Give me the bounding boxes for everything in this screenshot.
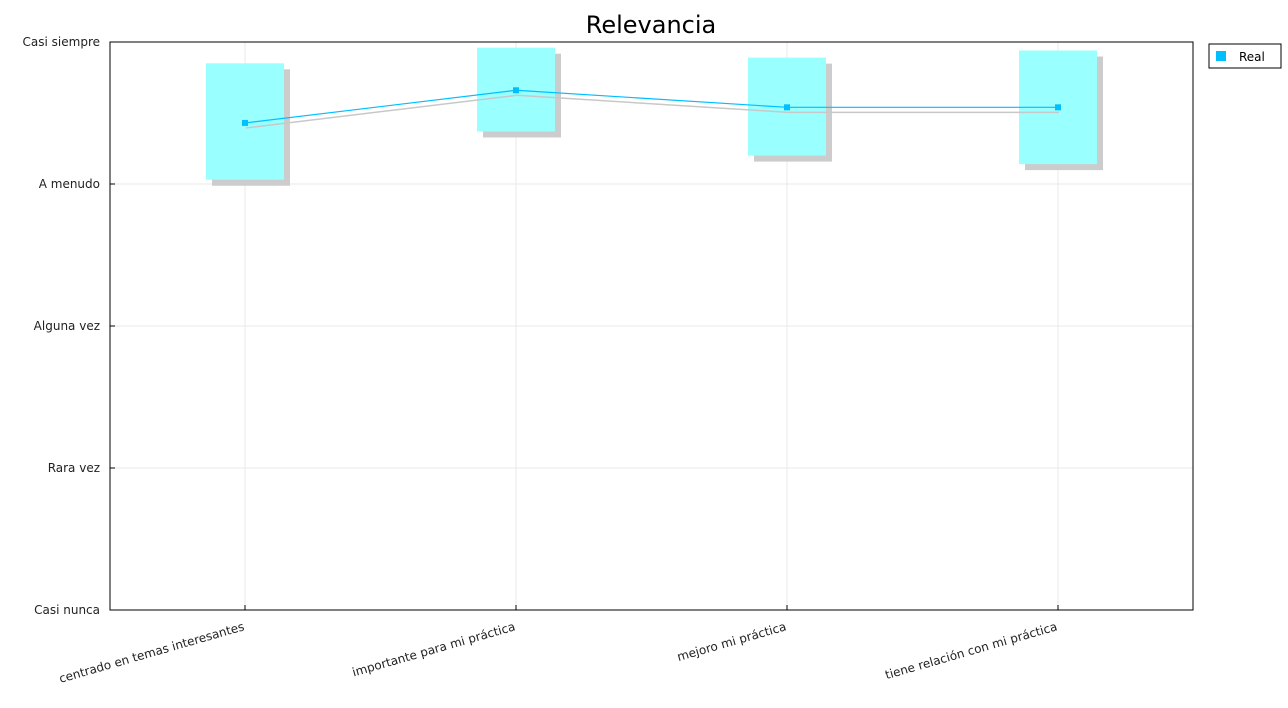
x-tick-label: mejoro mi práctica <box>675 619 787 664</box>
line-shadow <box>245 94 1059 129</box>
y-tick-label: A menudo <box>39 177 100 191</box>
legend-swatch-real <box>1216 51 1226 61</box>
x-tick-label: tiene relación con mi práctica <box>884 619 1059 682</box>
y-axis: Casi nunca Rara vez Alguna vez A menudo Casi… <box>23 35 115 617</box>
range-shadows <box>212 53 1103 186</box>
x-tick-label: centrado en temas interesantes <box>57 619 245 685</box>
series-line-real <box>244 89 1058 124</box>
data-point <box>242 119 248 126</box>
data-point <box>784 104 790 111</box>
legend: Real <box>1208 43 1282 69</box>
x-tick-label: importante para mi práctica <box>351 619 517 679</box>
range-boxes <box>206 47 1097 180</box>
series-line-shadow <box>245 94 1059 129</box>
legend-label-real: Real <box>1239 50 1265 64</box>
chart-title: Relevancia <box>586 11 717 39</box>
data-point <box>1055 104 1061 111</box>
data-point <box>513 87 519 94</box>
y-tick-label: Casi siempre <box>23 35 100 49</box>
x-axis: centrado en temas interesantes importante… <box>57 605 1059 686</box>
y-tick-label: Rara vez <box>48 461 100 475</box>
series-line-layer <box>244 89 1058 124</box>
series-points <box>242 87 1061 126</box>
y-tick-label: Casi nunca <box>34 603 100 617</box>
y-tick-label: Alguna vez <box>34 319 100 333</box>
